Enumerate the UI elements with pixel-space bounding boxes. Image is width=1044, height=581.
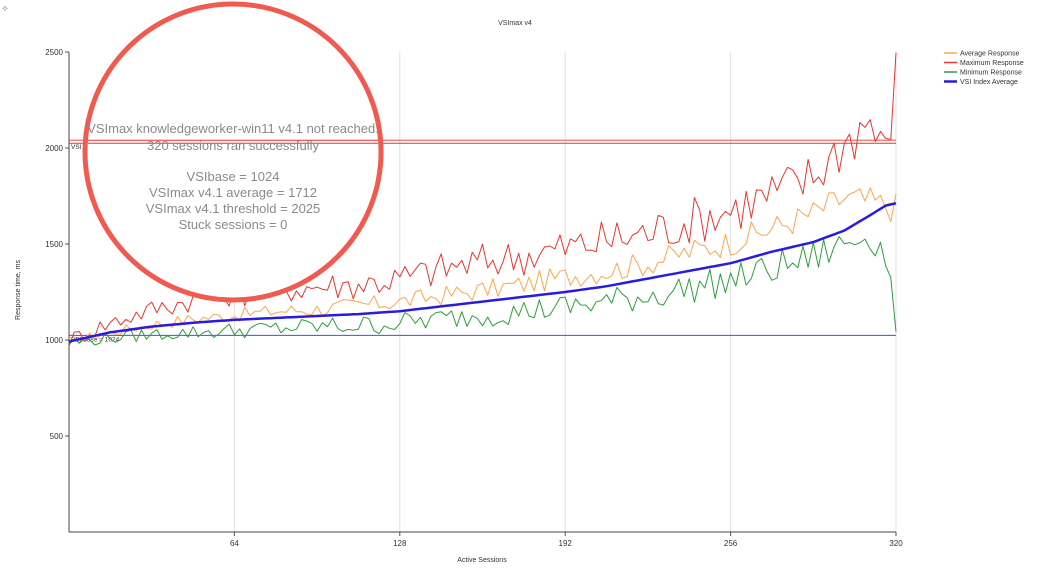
- callout-line: VSImax knowledgeworker-win11 v4.1 not re…: [87, 121, 379, 136]
- series-line: [68, 236, 897, 346]
- callout-line: VSImax v4.1 average = 1712: [149, 185, 317, 200]
- y-tick-label: 500: [50, 432, 64, 441]
- y-tick-label: 2000: [45, 144, 63, 153]
- x-axis-title: Active Sessions: [457, 557, 507, 564]
- y-tick-label: 1500: [45, 240, 63, 249]
- legend-label: Minimum Response: [960, 70, 1022, 77]
- legend-label: Maximum Response: [960, 60, 1024, 67]
- callout: VSImax knowledgeworker-win11 v4.1 not re…: [82, 1, 384, 303]
- x-tick-label: 320: [889, 539, 903, 548]
- legend: Average Response Maximum Response Minimum …: [944, 51, 1024, 86]
- series-lines: [68, 52, 897, 347]
- series-line: [68, 187, 897, 345]
- callout-line: 320 sessions ran successfully: [147, 138, 319, 153]
- highlight-circle: [82, 1, 384, 303]
- y-tick-label: 1000: [45, 336, 63, 345]
- y-tick-label: 2500: [45, 48, 63, 57]
- callout-line: VSIbase = 1024: [187, 169, 280, 184]
- legend-label: Average Response: [960, 51, 1020, 58]
- corner-glyph: ⟡: [2, 4, 8, 14]
- reference-line-label: VSI: [71, 144, 82, 151]
- y-axis-title: Response time, ms: [15, 260, 22, 320]
- series-line: [68, 202, 897, 343]
- chart-title: VSImax v4: [498, 20, 532, 27]
- x-tick-label: 256: [724, 539, 738, 548]
- legend-label: VSI Index Average: [960, 79, 1018, 86]
- x-tick-label: 192: [559, 539, 573, 548]
- axes: 64 128 192 256 320 500 1000 1500 2000 2500: [45, 48, 903, 548]
- x-tick-label: 128: [393, 539, 407, 548]
- callout-line: VSImax v4.1 threshold = 2025: [146, 201, 321, 216]
- x-tick-label: 64: [230, 539, 239, 548]
- callout-line: Stuck sessions = 0: [179, 217, 288, 232]
- reference-line-label: VSI base = 1024: [71, 336, 120, 343]
